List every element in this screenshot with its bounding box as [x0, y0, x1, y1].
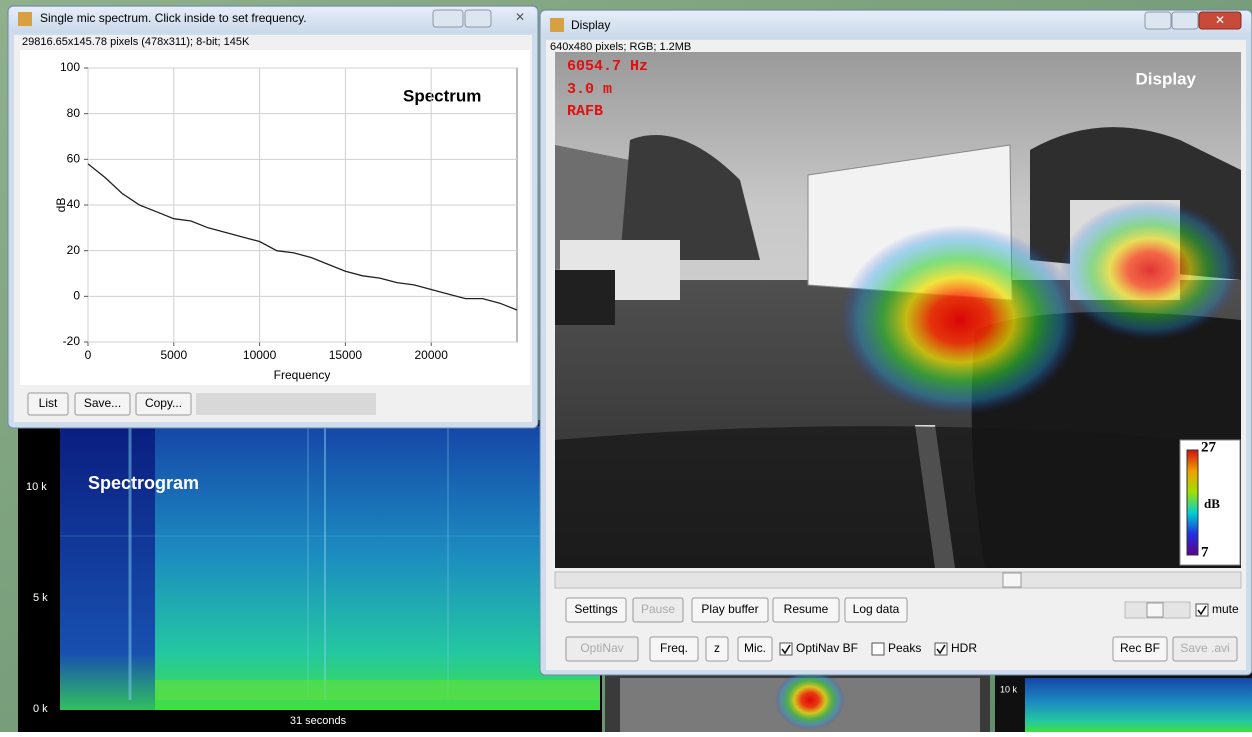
plot-title: Spectrum [403, 86, 481, 105]
x-axis-label: Frequency [274, 368, 331, 382]
status-field [196, 393, 376, 415]
minimize-button[interactable] [1145, 12, 1171, 29]
y-tick-label: 40 [67, 197, 81, 211]
y-tick-label: 60 [67, 152, 81, 166]
x-tick-label: 20000 [415, 348, 449, 362]
y-tick-label: 20 [67, 243, 81, 257]
button-label: Copy... [145, 396, 182, 410]
maximize-button[interactable] [465, 10, 491, 27]
checkbox[interactable] [935, 643, 947, 655]
button-label: z [714, 641, 720, 655]
close-icon: ✕ [1215, 13, 1225, 27]
scrollbar[interactable] [555, 572, 1241, 588]
y-tick-label: 0 [73, 289, 80, 303]
y-label: 5 k [33, 592, 48, 604]
x-tick-label: 10000 [243, 348, 277, 362]
colorbar [1187, 450, 1198, 555]
button-label: Mic. [744, 641, 766, 655]
checkbox-label: OptiNav BF [796, 641, 858, 655]
button-label: List [39, 396, 58, 410]
button-label: Save .avi [1180, 641, 1229, 655]
button-label: Settings [574, 602, 617, 616]
bg-label: 10 k [1000, 684, 1018, 694]
display-label: Display [1136, 69, 1197, 88]
x-tick-label: 15000 [329, 348, 363, 362]
colorbar-min: 7 [1201, 544, 1209, 560]
button-label: Freq. [660, 641, 688, 655]
button-label: Resume [784, 602, 829, 616]
button-label: OptiNav [580, 641, 623, 655]
checkbox[interactable] [780, 643, 792, 655]
scroll-thumb[interactable] [1003, 573, 1021, 587]
checkbox-label: HDR [951, 641, 977, 655]
y-tick-label: 80 [67, 106, 81, 120]
screen: 10 k Spectrogram 10 k 5 k 0 k 31 seconds… [0, 0, 1252, 732]
colorbar-max: 27 [1201, 439, 1217, 455]
y-tick-label: -20 [63, 334, 81, 348]
camera-image[interactable] [555, 52, 1241, 568]
bg-heat [775, 670, 845, 730]
y-label: 10 k [26, 481, 47, 493]
slider-thumb[interactable] [1147, 603, 1163, 617]
app-icon [550, 18, 564, 32]
button-label: Log data [853, 602, 900, 616]
mode-overlay: RAFB [567, 103, 603, 120]
button-label: Pause [641, 602, 675, 616]
colorbar-unit: dB [1204, 496, 1220, 511]
spectrogram-dark [60, 426, 155, 710]
spectrogram-band [155, 680, 600, 700]
button-label: Save... [84, 396, 121, 410]
minimize-button[interactable] [433, 10, 463, 27]
checkbox-label: Peaks [888, 641, 921, 655]
checkbox[interactable] [872, 643, 884, 655]
window-title: Display [571, 18, 610, 32]
bg-spectrogram-image [1025, 678, 1252, 732]
maximize-button[interactable] [1172, 12, 1198, 29]
x-tick-label: 0 [85, 348, 92, 362]
close-button[interactable]: ✕ [515, 10, 525, 24]
y-tick-label: 100 [60, 60, 80, 74]
button-label: Rec BF [1120, 641, 1160, 655]
x-tick-label: 5000 [160, 348, 187, 362]
app-icon [18, 12, 32, 26]
checkbox-label: mute [1212, 602, 1239, 616]
spectrogram-title: Spectrogram [88, 473, 199, 493]
time-label: 31 seconds [290, 715, 347, 727]
info-line: 29816.65x145.78 pixels (478x311); 8-bit;… [22, 36, 250, 48]
display-window: Display ✕ 640x480 pixels; RGB; 1.2MB 605… [540, 10, 1252, 675]
frequency-overlay: 6054.7 Hz [567, 58, 648, 75]
button-label: Play buffer [701, 602, 758, 616]
window-title: Single mic spectrum. Click inside to set… [40, 11, 307, 25]
info-line: 640x480 pixels; RGB; 1.2MB [550, 41, 691, 53]
checkbox[interactable] [1196, 604, 1208, 616]
distance-overlay: 3.0 m [567, 81, 612, 98]
spectrum-window: Single mic spectrum. Click inside to set… [8, 6, 538, 428]
y-label: 0 k [33, 703, 48, 715]
